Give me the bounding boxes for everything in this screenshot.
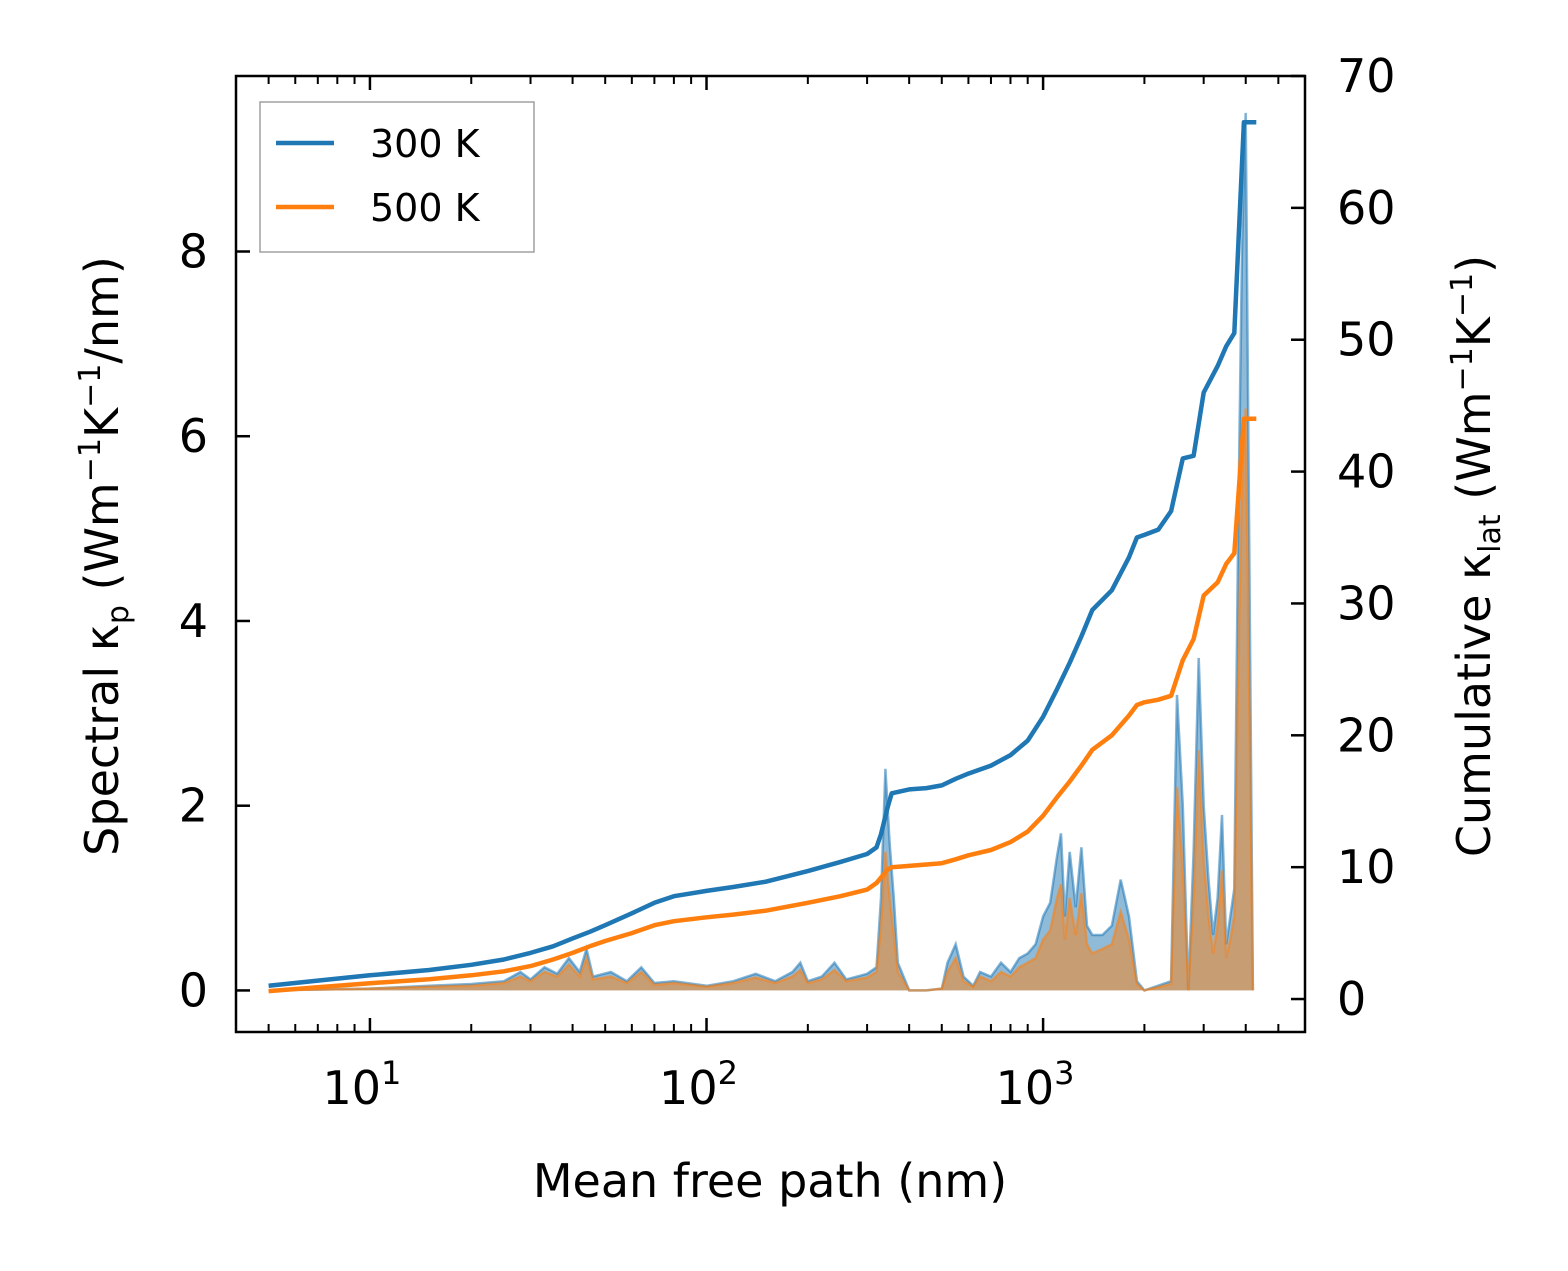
y-right-title-unit-close: ) (1447, 255, 1501, 273)
plot-frame (234, 74, 1307, 1034)
y-left-title-sup1: −1 (73, 438, 108, 482)
y-right-tick-label: 50 (1337, 313, 1396, 367)
y-right-title-mid: K (1447, 315, 1501, 347)
legend-frame (259, 101, 535, 253)
cumulative-line-300k (268, 119, 1257, 989)
y-left-tick-label: 0 (179, 963, 208, 1017)
y-left-title-unit-open: (Wm (75, 482, 129, 605)
y-axis-right-title: Cumulative κlat (Wm−1K−1) (1445, 255, 1508, 857)
y-left-tick-label: 6 (179, 409, 208, 463)
axes: 101 102 103 0 2 4 6 8 0 10 20 30 40 50 60 70 (179, 49, 1396, 1115)
cumulative-line-500k (268, 416, 1257, 994)
y-right-tick-label: 0 (1337, 972, 1366, 1026)
legend: 300 K 500 K (259, 101, 535, 253)
y-right-title-sup2: −1 (1445, 273, 1480, 317)
y-right-tick-label: 20 (1337, 708, 1396, 762)
y-axis-left-title: Spectral κp (Wm−1K−1/nm) (73, 256, 136, 856)
x-axis-title: Mean free path (nm) (533, 1154, 1007, 1208)
spectral-line-500k (268, 408, 1255, 992)
y-left-title-unit-close: /nm) (75, 256, 129, 363)
y-right-tick-label: 60 (1337, 181, 1396, 235)
y-left-title-sub: p (101, 605, 136, 624)
y-left-title-main: Spectral κ (75, 624, 129, 856)
y-right-title-sub: lat (1473, 514, 1508, 553)
y-left-tick-label: 8 (179, 224, 208, 278)
y-right-title-main: Cumulative κ (1447, 553, 1501, 857)
y-right-tick-label: 40 (1337, 445, 1396, 499)
legend-label-300k: 300 K (370, 122, 481, 166)
x-tick-label: 101 (322, 1054, 401, 1115)
x-tick-label: 103 (996, 1054, 1075, 1115)
y-right-tick-label: 70 (1337, 49, 1396, 103)
y-left-title-sup2: −1 (73, 364, 108, 408)
legend-label-500k: 500 K (370, 186, 481, 230)
y-right-title-sup1: −1 (1445, 347, 1480, 391)
y-left-title-mid: K (75, 406, 129, 438)
y-right-tick-label: 30 (1337, 576, 1396, 630)
y-right-tick-label: 10 (1337, 840, 1396, 894)
y-right-title-unit-open: (Wm (1447, 391, 1501, 514)
y-left-tick-label: 2 (179, 779, 208, 833)
y-left-tick-label: 4 (179, 594, 208, 648)
plot-area (268, 112, 1257, 994)
x-tick-label: 102 (659, 1054, 738, 1115)
